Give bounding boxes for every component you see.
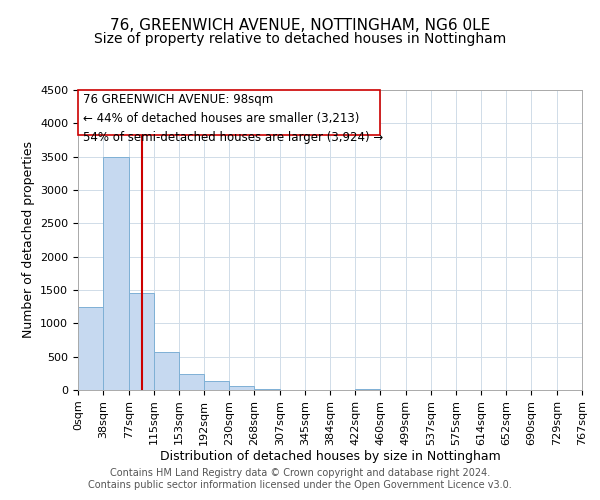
Bar (128, 294, 154, 390)
Y-axis label: Number of detached properties: Number of detached properties (22, 142, 35, 338)
Bar (355, 388, 380, 390)
Text: 76, GREENWICH AVENUE, NOTTINGHAM, NG6 0LE: 76, GREENWICH AVENUE, NOTTINGHAM, NG6 0L… (110, 18, 490, 32)
Bar (229, 386, 254, 390)
Bar (204, 382, 229, 390)
Text: 76 GREENWICH AVENUE: 98sqm
← 44% of detached houses are smaller (3,213)
54% of s: 76 GREENWICH AVENUE: 98sqm ← 44% of deta… (83, 93, 383, 144)
Bar (254, 388, 280, 390)
Bar (154, 352, 179, 390)
FancyBboxPatch shape (78, 90, 380, 136)
Text: Contains HM Land Registry data © Crown copyright and database right 2024.
Contai: Contains HM Land Registry data © Crown c… (88, 468, 512, 490)
Bar (78, 306, 103, 390)
Bar (103, 156, 128, 390)
X-axis label: Distribution of detached houses by size in Nottingham: Distribution of detached houses by size … (160, 450, 500, 464)
Bar (179, 374, 204, 390)
Text: Size of property relative to detached houses in Nottingham: Size of property relative to detached ho… (94, 32, 506, 46)
